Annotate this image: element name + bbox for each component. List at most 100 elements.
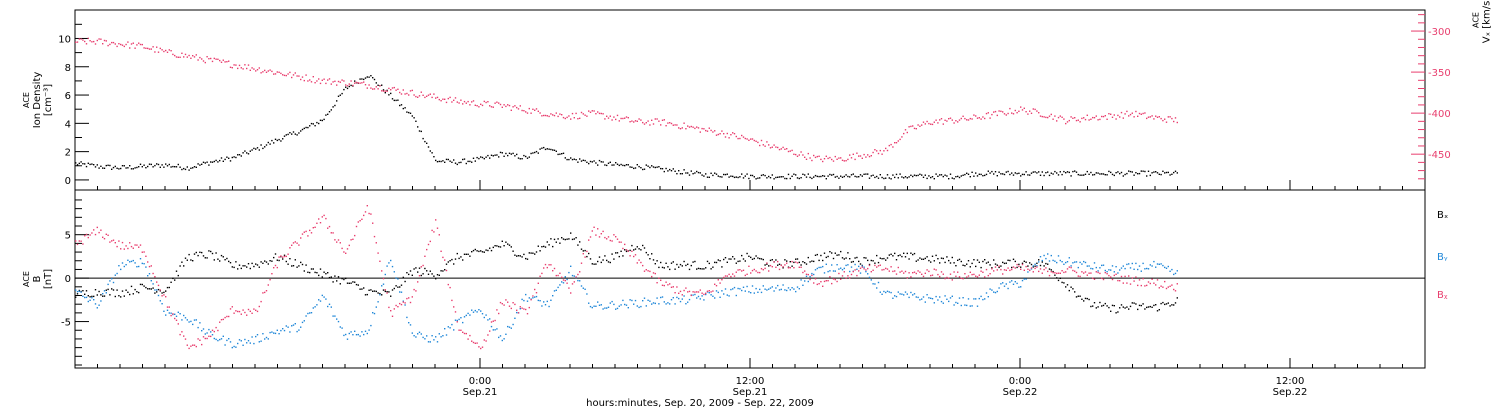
data-point bbox=[800, 266, 802, 268]
data-point bbox=[762, 174, 764, 176]
data-point bbox=[427, 94, 430, 96]
data-point bbox=[579, 280, 581, 282]
data-point bbox=[589, 160, 592, 163]
data-point bbox=[150, 265, 152, 267]
data-point bbox=[735, 135, 737, 138]
data-point bbox=[118, 240, 120, 242]
data-point bbox=[962, 174, 964, 176]
data-point bbox=[1099, 118, 1101, 121]
data-point bbox=[728, 176, 730, 178]
data-point bbox=[692, 291, 694, 293]
data-point bbox=[480, 310, 482, 312]
data-point bbox=[283, 255, 286, 258]
data-point bbox=[755, 287, 757, 290]
data-point bbox=[669, 168, 671, 171]
data-point bbox=[98, 290, 100, 293]
data-point bbox=[1169, 270, 1171, 272]
data-point bbox=[661, 296, 664, 298]
data-point bbox=[109, 164, 111, 167]
data-point bbox=[894, 295, 896, 297]
data-point bbox=[184, 257, 187, 259]
data-point bbox=[327, 227, 329, 229]
data-point bbox=[516, 106, 518, 109]
data-point bbox=[296, 134, 298, 136]
data-point bbox=[233, 64, 235, 66]
data-point bbox=[1025, 171, 1027, 173]
data-point bbox=[555, 112, 557, 114]
data-point bbox=[165, 290, 167, 292]
data-point bbox=[984, 276, 986, 278]
data-point bbox=[780, 264, 782, 267]
data-point bbox=[580, 285, 583, 287]
data-point bbox=[217, 258, 219, 260]
data-point bbox=[1138, 265, 1141, 267]
data-point bbox=[102, 293, 104, 295]
data-point bbox=[345, 277, 347, 280]
data-point bbox=[755, 270, 757, 272]
data-point bbox=[755, 255, 757, 257]
data-point bbox=[273, 73, 275, 75]
data-point bbox=[1021, 263, 1024, 266]
data-point bbox=[993, 291, 995, 293]
data-point bbox=[328, 78, 331, 80]
data-point bbox=[787, 173, 790, 176]
data-point bbox=[442, 335, 444, 337]
data-point bbox=[255, 309, 257, 311]
data-point bbox=[1063, 170, 1065, 173]
data-point bbox=[721, 290, 723, 292]
data-point bbox=[759, 177, 761, 179]
data-point bbox=[440, 250, 442, 252]
data-point bbox=[301, 128, 304, 131]
data-point bbox=[750, 256, 752, 259]
data-point bbox=[615, 308, 617, 310]
data-point bbox=[260, 144, 262, 146]
data-point bbox=[1155, 171, 1157, 173]
data-point bbox=[276, 329, 278, 331]
data-point bbox=[1160, 117, 1162, 120]
data-point bbox=[633, 303, 635, 305]
data-point bbox=[773, 261, 775, 263]
data-point bbox=[1021, 262, 1024, 264]
data-point bbox=[174, 54, 176, 57]
data-point bbox=[120, 167, 122, 170]
data-point bbox=[789, 177, 791, 180]
data-point bbox=[201, 251, 203, 254]
data-point bbox=[296, 242, 298, 244]
data-point bbox=[768, 144, 770, 146]
data-point bbox=[1074, 270, 1076, 272]
data-point bbox=[143, 263, 145, 265]
data-point bbox=[1005, 114, 1007, 116]
data-point bbox=[723, 173, 725, 176]
data-point bbox=[210, 335, 212, 338]
data-point bbox=[1032, 266, 1034, 268]
data-point bbox=[948, 300, 950, 303]
data-point bbox=[975, 275, 977, 277]
data-point bbox=[80, 291, 82, 293]
data-point bbox=[1057, 174, 1060, 176]
data-point bbox=[771, 259, 773, 261]
data-point bbox=[739, 176, 741, 178]
data-point bbox=[838, 272, 840, 275]
data-point bbox=[852, 270, 854, 273]
data-point bbox=[625, 249, 628, 251]
data-point bbox=[278, 256, 280, 258]
data-point bbox=[154, 289, 156, 291]
data-point bbox=[809, 278, 811, 281]
data-point bbox=[489, 247, 491, 249]
data-point bbox=[469, 104, 471, 106]
data-point bbox=[1011, 172, 1013, 174]
data-point bbox=[710, 172, 712, 174]
data-point bbox=[424, 140, 426, 143]
data-point bbox=[1084, 118, 1087, 121]
data-point bbox=[933, 260, 935, 262]
data-point bbox=[904, 176, 907, 178]
data-point bbox=[334, 104, 336, 107]
data-point bbox=[996, 290, 998, 293]
data-point bbox=[688, 126, 691, 128]
data-point bbox=[726, 275, 728, 277]
data-point bbox=[926, 177, 928, 180]
data-point bbox=[618, 255, 620, 258]
data-point bbox=[670, 299, 673, 301]
data-point bbox=[879, 291, 881, 293]
data-point bbox=[390, 295, 392, 297]
